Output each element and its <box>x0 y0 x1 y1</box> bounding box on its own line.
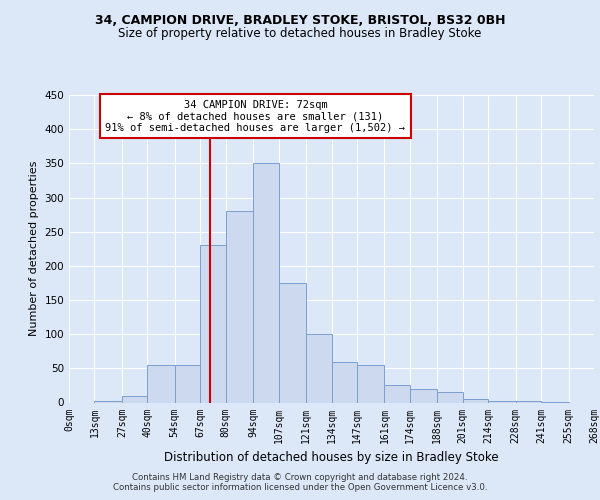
Bar <box>357 365 385 403</box>
Bar <box>122 396 148 402</box>
Bar <box>253 164 278 402</box>
Text: 34 CAMPION DRIVE: 72sqm
← 8% of detached houses are smaller (131)
91% of semi-de: 34 CAMPION DRIVE: 72sqm ← 8% of detached… <box>106 100 406 133</box>
Bar <box>278 283 306 403</box>
Bar <box>200 246 226 402</box>
Bar <box>515 401 541 402</box>
Bar <box>306 334 331 402</box>
Bar <box>385 386 410 402</box>
Bar <box>437 392 463 402</box>
Bar <box>226 211 253 402</box>
Bar <box>488 401 515 402</box>
Text: Size of property relative to detached houses in Bradley Stoke: Size of property relative to detached ho… <box>118 28 482 40</box>
Bar <box>148 365 175 403</box>
X-axis label: Distribution of detached houses by size in Bradley Stoke: Distribution of detached houses by size … <box>164 451 499 464</box>
Text: 34, CAMPION DRIVE, BRADLEY STOKE, BRISTOL, BS32 0BH: 34, CAMPION DRIVE, BRADLEY STOKE, BRISTO… <box>95 14 505 27</box>
Bar <box>331 362 357 403</box>
Bar <box>410 389 437 402</box>
Bar <box>175 365 200 403</box>
Bar <box>463 399 488 402</box>
Y-axis label: Number of detached properties: Number of detached properties <box>29 161 39 336</box>
Bar <box>94 401 122 402</box>
Text: Contains HM Land Registry data © Crown copyright and database right 2024.
Contai: Contains HM Land Registry data © Crown c… <box>113 473 487 492</box>
